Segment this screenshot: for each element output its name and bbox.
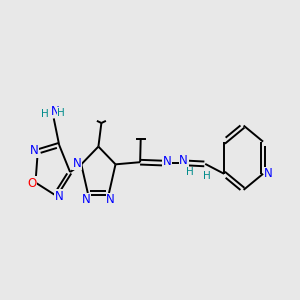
Text: H: H <box>186 167 194 178</box>
Text: N: N <box>163 155 172 168</box>
Text: N: N <box>82 194 91 206</box>
Text: N: N <box>29 144 38 157</box>
Text: N: N <box>51 105 59 118</box>
Text: N: N <box>264 167 273 180</box>
Text: N: N <box>179 154 188 167</box>
Text: N: N <box>73 157 82 169</box>
Text: H: H <box>202 171 210 181</box>
Text: O: O <box>27 177 36 190</box>
Text: H: H <box>41 109 49 119</box>
Text: N: N <box>106 194 115 206</box>
Text: H: H <box>57 108 65 118</box>
Text: N: N <box>55 190 64 202</box>
